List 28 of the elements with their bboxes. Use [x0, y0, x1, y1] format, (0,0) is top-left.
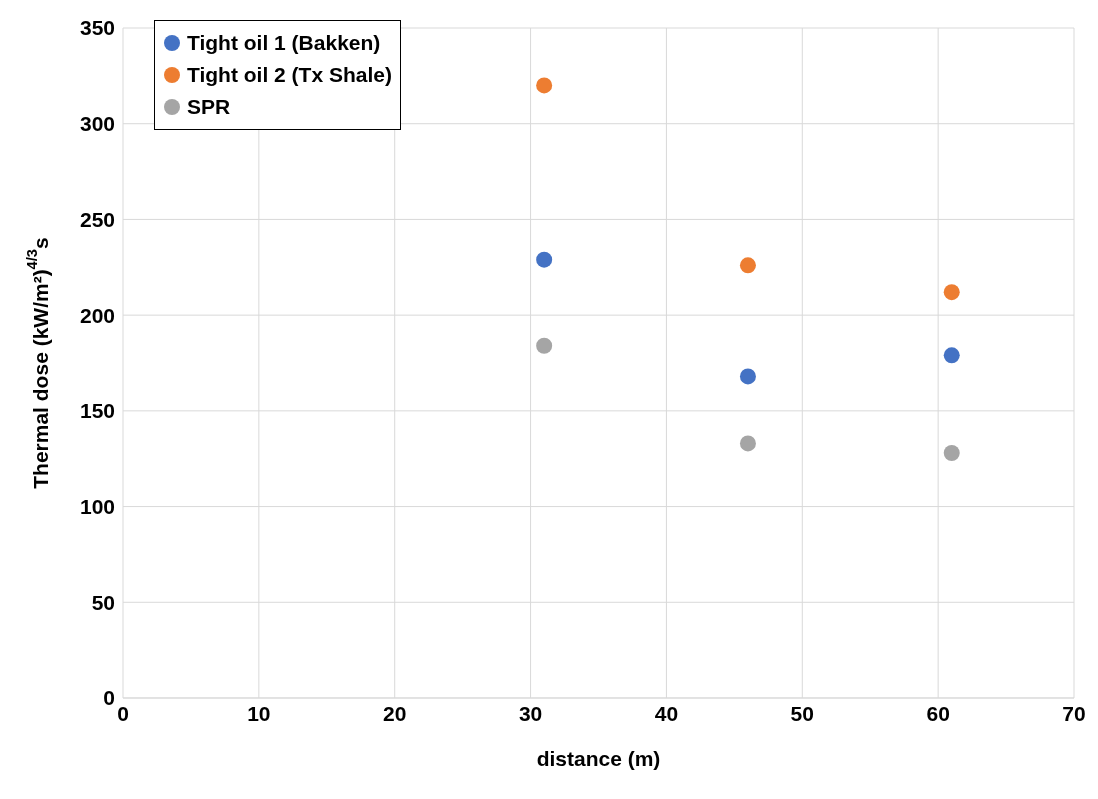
point	[739, 257, 756, 274]
point	[536, 77, 553, 94]
y-tick-label: 250	[79, 207, 115, 231]
y-tick-label: 0	[103, 686, 115, 710]
point	[943, 347, 960, 364]
y-tick-label: 100	[79, 495, 115, 519]
x-tick-label: 40	[654, 701, 679, 725]
x-axis-title: distance (m)	[536, 747, 661, 770]
x-tick-label: 10	[247, 701, 271, 725]
x-tick-label: 50	[790, 701, 814, 725]
x-tick-label: 60	[926, 701, 950, 725]
legend-label: SPR	[187, 94, 231, 120]
point	[943, 444, 960, 461]
legend-label: Tight oil 2 (Tx Shale)	[187, 62, 392, 88]
legend-label: Tight oil 1 (Bakken)	[187, 30, 381, 56]
point	[536, 251, 553, 268]
x-tick-label: 30	[518, 701, 543, 725]
y-tick-label: 350	[79, 16, 115, 40]
y-tick-label: 300	[79, 112, 115, 136]
point	[536, 337, 553, 354]
point	[739, 368, 756, 385]
point	[943, 284, 960, 301]
x-tick-label: 70	[1062, 701, 1086, 725]
y-tick-label: 200	[79, 303, 115, 327]
x-tick-label: 20	[383, 701, 407, 725]
y-tick-label: 50	[91, 590, 115, 614]
y-tick-label: 150	[79, 399, 115, 423]
point	[739, 435, 756, 452]
